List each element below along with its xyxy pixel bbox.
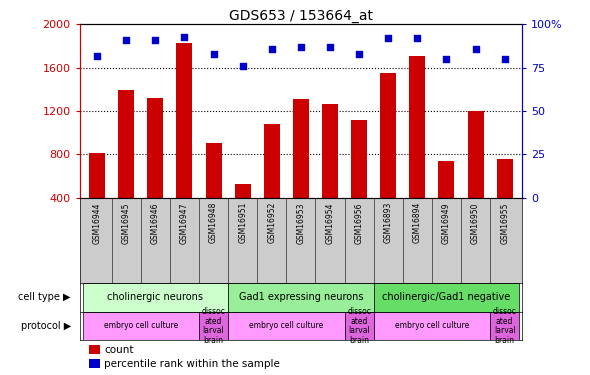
Bar: [322, 104, 338, 241]
Bar: [345, 312, 373, 340]
Bar: [88, 345, 100, 354]
Bar: [148, 98, 163, 241]
Text: GSM16956: GSM16956: [355, 202, 363, 243]
Point: [93, 53, 102, 58]
Text: GSM16950: GSM16950: [471, 202, 480, 243]
Point: [442, 56, 451, 62]
Text: count: count: [104, 345, 133, 355]
Bar: [176, 43, 192, 241]
Point: [471, 46, 480, 52]
Point: [296, 44, 306, 50]
Bar: [497, 159, 513, 241]
Text: dissoc
ated
larval
brain: dissoc ated larval brain: [493, 307, 517, 345]
Bar: [83, 283, 228, 312]
Point: [325, 44, 335, 50]
Text: GSM16955: GSM16955: [500, 202, 509, 243]
Bar: [490, 312, 519, 340]
Text: GSM16951: GSM16951: [238, 202, 247, 243]
Bar: [264, 124, 280, 241]
Text: GSM16953: GSM16953: [296, 202, 306, 243]
Text: GSM16944: GSM16944: [93, 202, 101, 243]
Text: cholinergic/Gad1 negative: cholinergic/Gad1 negative: [382, 292, 510, 302]
Text: GSM16947: GSM16947: [180, 202, 189, 243]
Text: GSM16894: GSM16894: [413, 202, 422, 243]
Bar: [83, 312, 199, 340]
Text: GSM16948: GSM16948: [209, 202, 218, 243]
Text: GSM16945: GSM16945: [122, 202, 131, 243]
Text: embryo cell culture: embryo cell culture: [395, 321, 469, 330]
Text: GSM16952: GSM16952: [267, 202, 276, 243]
Point: [150, 37, 160, 43]
Text: embryo cell culture: embryo cell culture: [104, 321, 178, 330]
Bar: [351, 120, 367, 241]
Bar: [293, 99, 309, 241]
Text: percentile rank within the sample: percentile rank within the sample: [104, 358, 280, 369]
Text: GSM16893: GSM16893: [384, 202, 393, 243]
Text: GSM16946: GSM16946: [151, 202, 160, 243]
Bar: [199, 312, 228, 340]
Point: [384, 35, 393, 41]
Bar: [409, 56, 425, 241]
Text: GSM16949: GSM16949: [442, 202, 451, 243]
Text: protocol ▶: protocol ▶: [21, 321, 71, 331]
Point: [412, 35, 422, 41]
Point: [209, 51, 218, 57]
Title: GDS653 / 153664_at: GDS653 / 153664_at: [229, 9, 373, 23]
Bar: [88, 359, 100, 368]
Bar: [228, 312, 345, 340]
Bar: [380, 73, 396, 241]
Text: Gad1 expressing neurons: Gad1 expressing neurons: [238, 292, 363, 302]
Bar: [467, 111, 484, 241]
Bar: [205, 142, 222, 241]
Bar: [89, 153, 105, 241]
Point: [267, 46, 277, 52]
Bar: [235, 184, 251, 241]
Point: [238, 63, 247, 69]
Text: GSM16954: GSM16954: [326, 202, 335, 243]
Text: cell type ▶: cell type ▶: [18, 292, 71, 302]
Bar: [373, 312, 490, 340]
Bar: [228, 283, 373, 312]
Bar: [118, 90, 135, 241]
Bar: [438, 161, 454, 241]
Point: [180, 33, 189, 39]
Text: dissoc
ated
larval
brain: dissoc ated larval brain: [347, 307, 371, 345]
Bar: [373, 283, 519, 312]
Text: dissoc
ated
larval
brain: dissoc ated larval brain: [202, 307, 225, 345]
Text: embryo cell culture: embryo cell culture: [249, 321, 323, 330]
Text: cholinergic neurons: cholinergic neurons: [107, 292, 204, 302]
Point: [355, 51, 364, 57]
Point: [122, 37, 131, 43]
Point: [500, 56, 509, 62]
